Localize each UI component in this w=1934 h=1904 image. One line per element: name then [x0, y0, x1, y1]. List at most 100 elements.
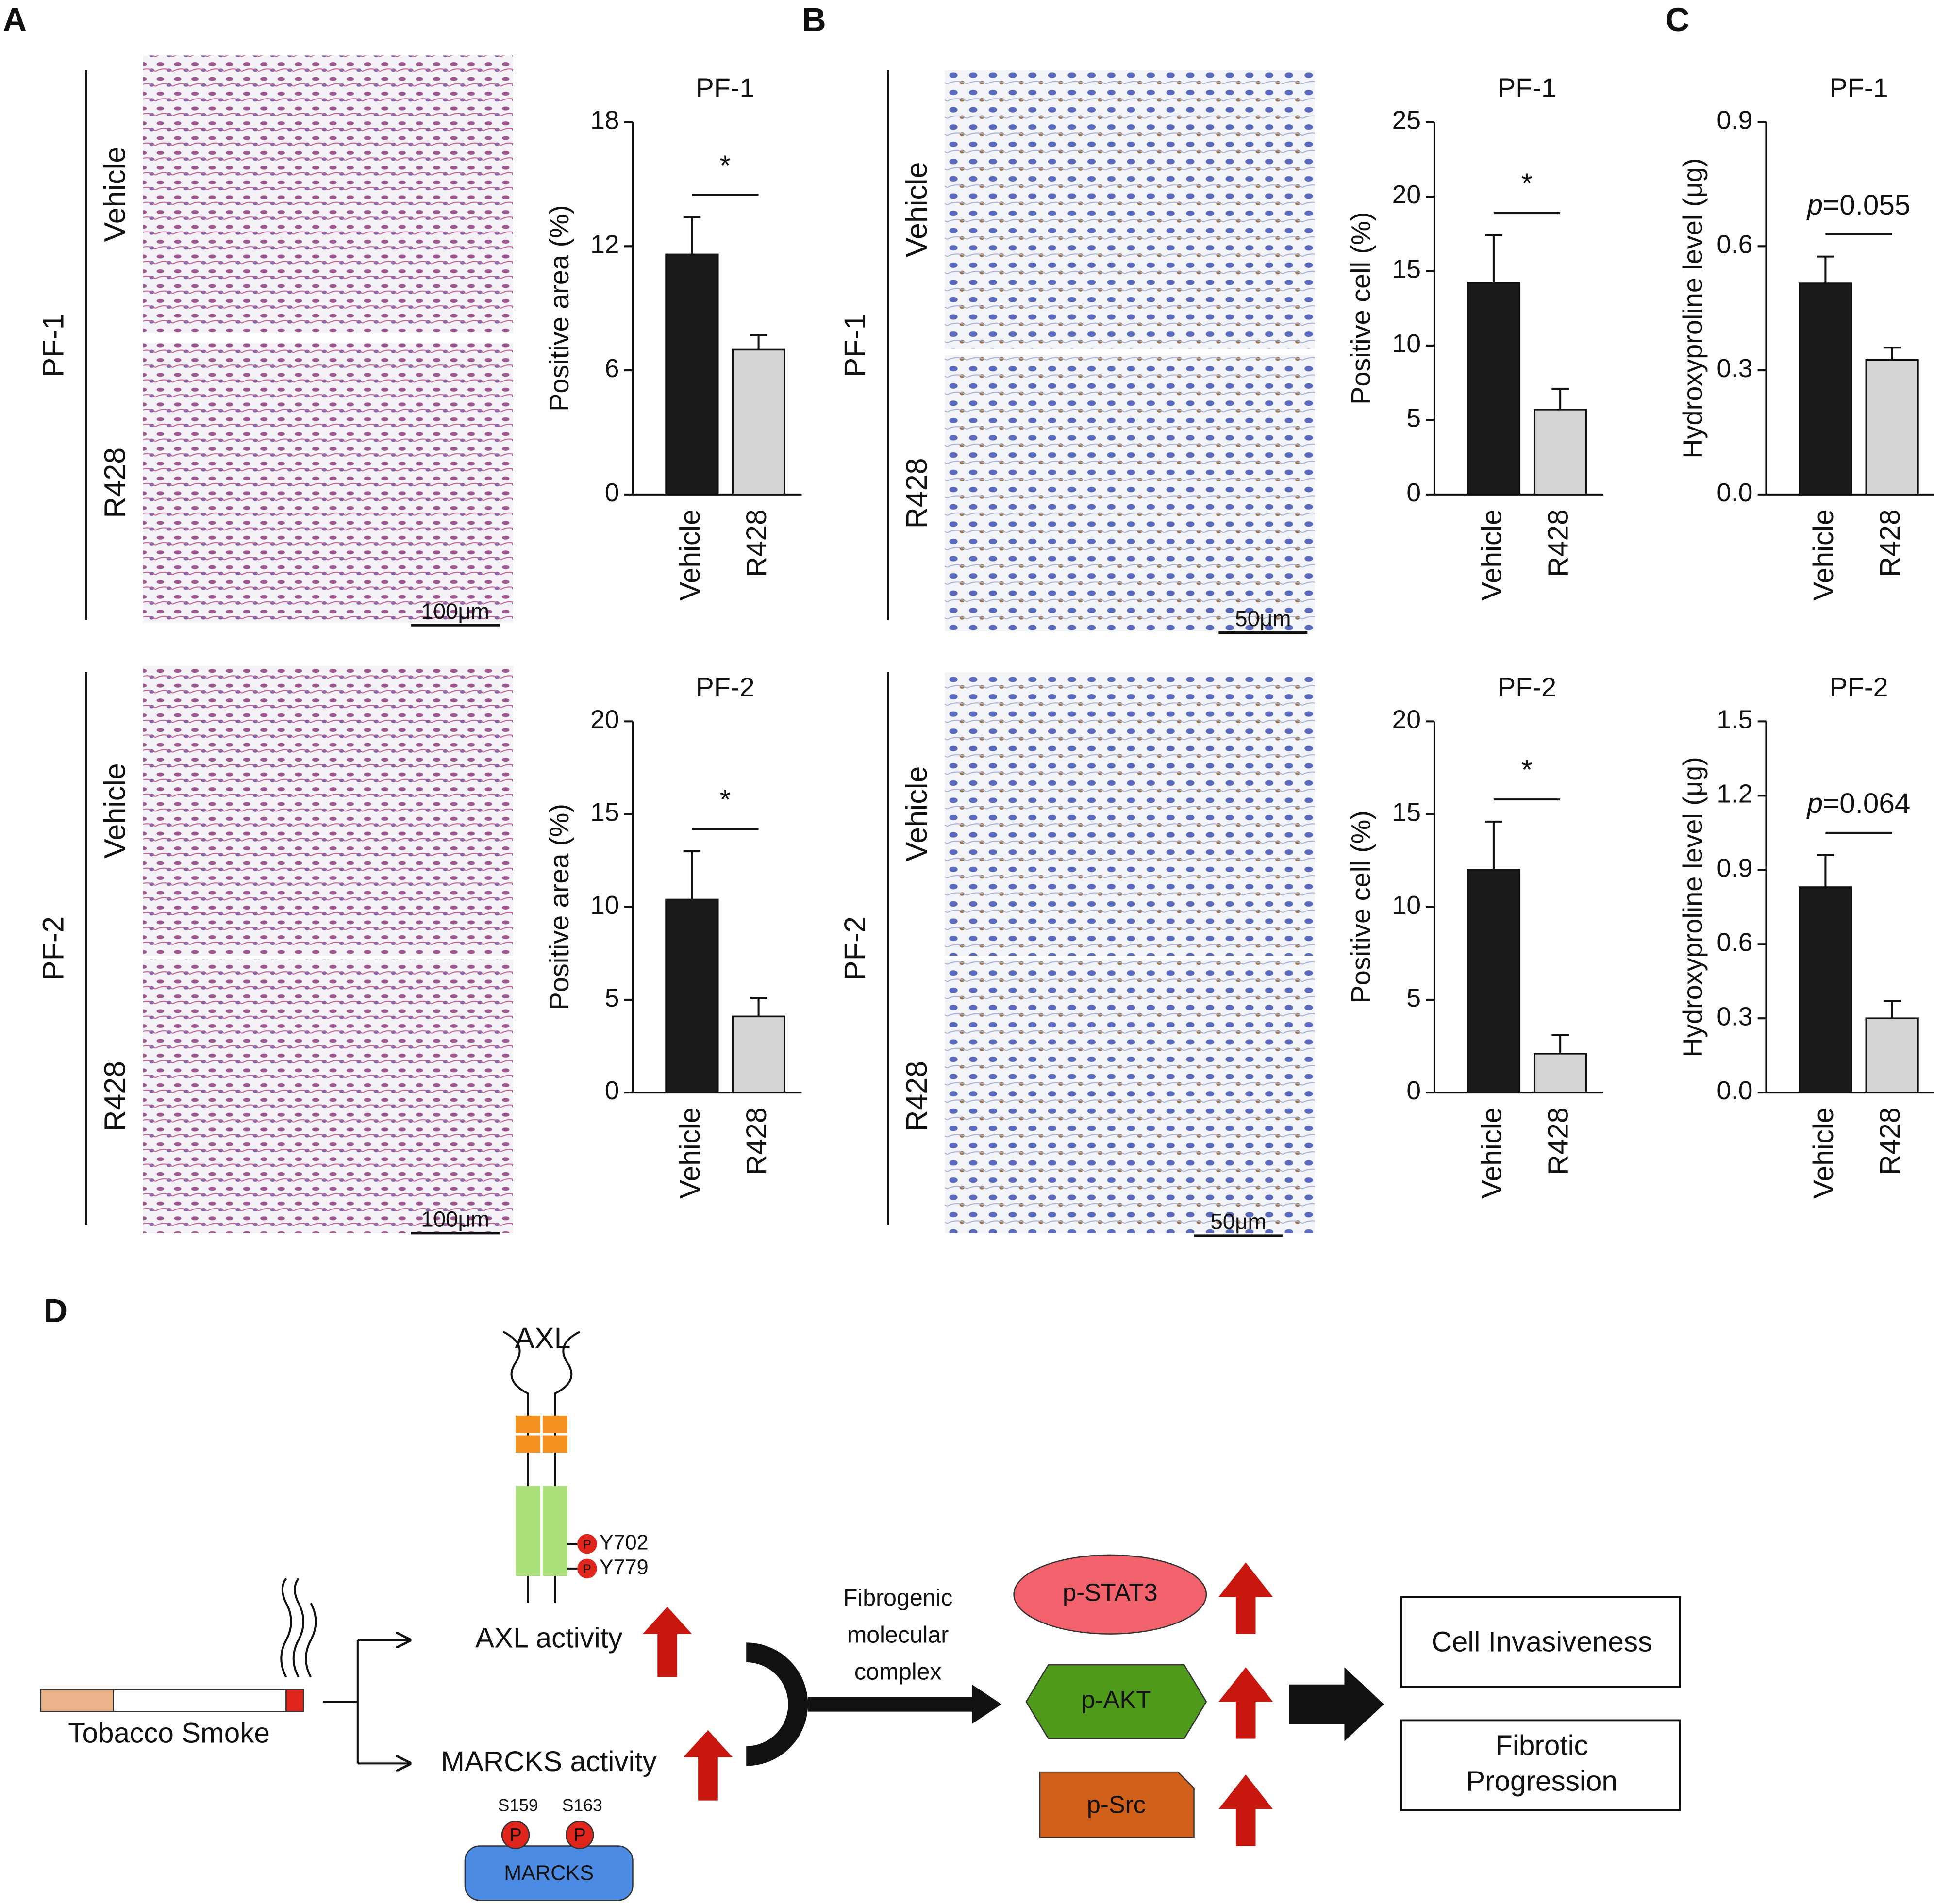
y-tick-label: 1.2	[1717, 779, 1752, 808]
x-tick-label: R428	[1874, 1108, 1906, 1176]
y-tick-label: 10	[590, 891, 619, 920]
diagram	[40, 1331, 1681, 1901]
bar	[1799, 886, 1852, 1093]
y-tick-label: 0.9	[1717, 854, 1752, 882]
micrograph	[945, 959, 1315, 1233]
smoke	[280, 1578, 317, 1678]
up-arrow	[683, 1730, 733, 1801]
chart-title: PF-1	[696, 72, 754, 103]
chart-title: PF-1	[1829, 72, 1888, 103]
x-tick-label: Vehicle	[674, 1108, 706, 1199]
up-arrows	[642, 1562, 1273, 1846]
panel-label: C	[1666, 1, 1690, 38]
micrograph	[945, 672, 1315, 956]
annotation: *	[720, 784, 731, 816]
bar	[665, 253, 719, 496]
y-axis-label: Hydroxyproline level (μg)	[1677, 158, 1708, 459]
outcome-box	[1400, 1596, 1681, 1688]
panel-label: B	[802, 1, 826, 38]
activity-label: AXL activity	[475, 1623, 623, 1654]
domain	[542, 1435, 567, 1453]
annotation-text: *	[1521, 755, 1533, 786]
y-tick-label: 0	[1406, 1076, 1421, 1105]
effector-label: p-STAT3	[1063, 1579, 1158, 1606]
y-tick-label: 0.0	[1717, 479, 1752, 507]
chart-title: PF-2	[1829, 672, 1888, 702]
domain	[516, 1486, 540, 1576]
y-tick-label: 0.6	[1717, 928, 1752, 957]
protein-label: MARCKS	[504, 1861, 594, 1885]
y-tick-label: 18	[590, 106, 619, 135]
y-tick-label: 20	[1392, 705, 1421, 734]
domain	[516, 1435, 540, 1453]
site-label: Y702	[600, 1531, 649, 1554]
phospho-label: P	[583, 1562, 591, 1576]
phospho-label: P	[509, 1825, 521, 1845]
x-tick-label: Vehicle	[1476, 1108, 1507, 1199]
annotation-text: *	[720, 150, 731, 182]
panel-label: A	[3, 1, 27, 38]
receptor-chain	[502, 1331, 581, 1604]
y-tick-label: 5	[605, 984, 619, 1012]
src-node	[1039, 1771, 1195, 1838]
outcome-box	[1400, 1719, 1681, 1811]
x-tick-label: R428	[741, 1108, 772, 1176]
micrograph	[945, 70, 1315, 349]
micrograph	[143, 666, 513, 956]
akt-node	[1025, 1664, 1207, 1739]
x-tick-label: R428	[1543, 1108, 1574, 1176]
chart-title: PF-2	[696, 672, 754, 702]
arrow	[1289, 1667, 1384, 1741]
row-label: Vehicle	[900, 766, 933, 862]
complex-label: Fibrogenic	[843, 1585, 952, 1611]
row-label: R428	[98, 1061, 131, 1132]
annotation: *	[720, 150, 731, 182]
x-tick-label: Vehicle	[1808, 509, 1839, 600]
y-axis-label: Positive cell (%)	[1345, 811, 1376, 1003]
domain	[516, 1415, 540, 1433]
bar	[1533, 409, 1587, 496]
site-label: S163	[562, 1796, 602, 1815]
scale-label: 100μm	[421, 1207, 489, 1231]
cigarette-body	[113, 1689, 287, 1712]
y-tick-label: 15	[1392, 255, 1421, 284]
y-tick-label: 15	[1392, 798, 1421, 827]
y-tick-label: 0.3	[1717, 1002, 1752, 1031]
stat3-node	[1013, 1554, 1207, 1635]
up-arrow	[642, 1606, 692, 1677]
up-arrow	[1218, 1667, 1273, 1739]
y-tick-label: 6	[605, 354, 619, 383]
annotation: p=0.055	[1806, 189, 1911, 221]
annotation: *	[1521, 168, 1533, 200]
y-tick-label: 0	[605, 1076, 619, 1105]
annotation-prefix: p	[1806, 189, 1823, 221]
micrograph	[143, 343, 513, 623]
y-tick-label: 15	[590, 798, 619, 827]
source-label: Tobacco Smoke	[68, 1717, 270, 1749]
y-tick-label: 0.6	[1717, 230, 1752, 259]
y-axis-label: Positive cell (%)	[1345, 212, 1376, 404]
annotation: *	[1521, 755, 1533, 786]
bar	[1533, 1053, 1587, 1093]
micrograph	[143, 55, 513, 333]
up-arrow	[1218, 1562, 1273, 1634]
y-tick-label: 5	[1406, 984, 1421, 1012]
site-label: S159	[498, 1796, 538, 1815]
complex-label: complex	[854, 1659, 942, 1685]
receptor-label: AXL	[515, 1322, 570, 1355]
x-tick-label: R428	[741, 509, 772, 577]
panel-label: D	[44, 1292, 68, 1329]
y-tick-label: 5	[1406, 404, 1421, 432]
phospho-label: P	[583, 1538, 591, 1551]
x-tick-label: R428	[1543, 509, 1574, 577]
site-label: Y779	[600, 1556, 649, 1579]
annotation-text: =0.055	[1823, 189, 1910, 221]
y-tick-label: 0	[605, 479, 619, 507]
domain	[542, 1415, 567, 1433]
y-tick-label: 0.0	[1717, 1076, 1752, 1105]
outcome-label: Progression	[1466, 1765, 1617, 1797]
phospho-site	[577, 1558, 597, 1579]
bar	[665, 898, 719, 1093]
scale-label: 50μm	[1235, 606, 1291, 631]
